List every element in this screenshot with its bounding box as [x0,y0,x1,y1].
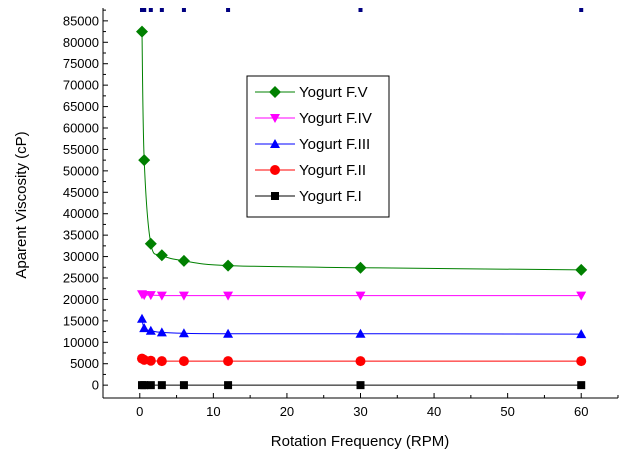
y-tick-label: 55000 [63,142,99,157]
x-tick-label: 0 [136,404,143,419]
data-point-yogurt-f-iii [145,325,156,335]
data-point-yogurt-f-i [224,381,233,390]
data-point-yogurt-f-iii [139,323,150,333]
data-point-yogurt-f-iii [136,313,147,323]
legend-marker-yogurt-f-ii [270,165,280,175]
offscale-marker [159,8,164,12]
series-yogurt-f-i [137,381,586,390]
data-point-yogurt-f-iii [576,329,587,339]
data-point-yogurt-f-ii [156,356,167,367]
data-point-yogurt-f-iv [178,291,189,301]
data-point-yogurt-f-i [356,381,365,390]
y-tick-label: 75000 [63,56,99,71]
data-point-yogurt-f-v [135,25,148,38]
legend-marker-yogurt-f-v [269,86,281,98]
data-point-yogurt-f-iii [156,327,167,337]
y-tick-label: 45000 [63,185,99,200]
x-tick-label: 20 [280,404,294,419]
legend-marker-yogurt-f-i [271,192,279,200]
legend-marker-yogurt-f-iv [270,114,280,123]
data-point-yogurt-f-iv [156,291,167,301]
series-yogurt-f-ii [136,353,587,367]
y-tick-label: 65000 [63,99,99,114]
x-tick-label: 30 [353,404,367,419]
series-yogurt-f-iv [136,290,587,301]
y-tick-label: 10000 [63,335,99,350]
offscale-marker [148,8,153,12]
data-point-yogurt-f-i [146,381,155,390]
offscale-marker [226,8,231,12]
x-tick-label: 60 [574,404,588,419]
offscale-marker [181,8,186,12]
legend-box [246,75,390,218]
data-point-yogurt-f-v [222,259,235,272]
data-point-yogurt-f-iv [576,291,587,301]
y-tick-label: 40000 [63,206,99,221]
y-tick-label: 80000 [63,35,99,50]
data-point-yogurt-f-i [140,381,149,390]
data-point-yogurt-f-iii [355,328,366,338]
series-yogurt-f-v [135,25,588,276]
data-point-yogurt-f-ii [145,355,156,366]
data-point-yogurt-f-iv [355,291,366,301]
data-point-yogurt-f-v [138,154,151,167]
y-tick-label: 60000 [63,121,99,136]
offscale-marker [358,8,363,12]
y-tick-label: 25000 [63,271,99,286]
offscale-marker [142,8,147,12]
x-tick-label: 40 [427,404,441,419]
legend-label-yogurt-f-v: Yogurt F.V [299,84,368,101]
data-point-yogurt-f-v [144,237,157,250]
data-point-yogurt-f-v [354,261,367,274]
legend-label-yogurt-f-iii: Yogurt F.III [299,136,370,153]
y-tick-label: 30000 [63,249,99,264]
data-point-yogurt-f-v [177,254,190,267]
y-tick-label: 35000 [63,228,99,243]
legend-label-yogurt-f-i: Yogurt F.I [299,188,362,205]
y-tick-label: 50000 [63,163,99,178]
x-tick-label: 50 [500,404,514,419]
data-point-yogurt-f-ii [576,356,587,367]
data-point-yogurt-f-iii [223,328,234,338]
data-point-yogurt-f-i [179,381,188,390]
y-tick-label: 15000 [63,313,99,328]
data-point-yogurt-f-ii [223,356,234,367]
legend-label-yogurt-f-ii: Yogurt F.II [299,162,366,179]
y-axis-title: Aparent Viscosity (cP) [13,131,30,278]
y-tick-label: 0 [92,378,99,393]
data-point-yogurt-f-iv [223,291,234,301]
legend-marker-yogurt-f-iii [270,139,280,148]
data-point-yogurt-f-ii [178,356,189,367]
offscale-marker [579,8,584,12]
data-point-yogurt-f-v [575,263,588,276]
data-point-yogurt-f-ii [355,356,366,367]
data-point-yogurt-f-iii [178,328,189,338]
data-point-yogurt-f-iv [139,291,150,301]
x-axis-title: Rotation Frequency (RPM) [271,433,449,450]
data-point-yogurt-f-iv [145,291,156,301]
y-tick-label: 5000 [70,356,99,371]
y-tick-label: 20000 [63,292,99,307]
data-point-yogurt-f-v [155,249,168,262]
x-tick-label: 10 [206,404,220,419]
data-point-yogurt-f-i [157,381,166,390]
y-tick-label: 70000 [63,78,99,93]
series-yogurt-f-iii [136,313,587,339]
y-tick-label: 85000 [63,13,99,28]
data-point-yogurt-f-i [577,381,586,390]
legend-label-yogurt-f-iv: Yogurt F.IV [299,110,372,127]
offscale-marker [139,8,144,12]
